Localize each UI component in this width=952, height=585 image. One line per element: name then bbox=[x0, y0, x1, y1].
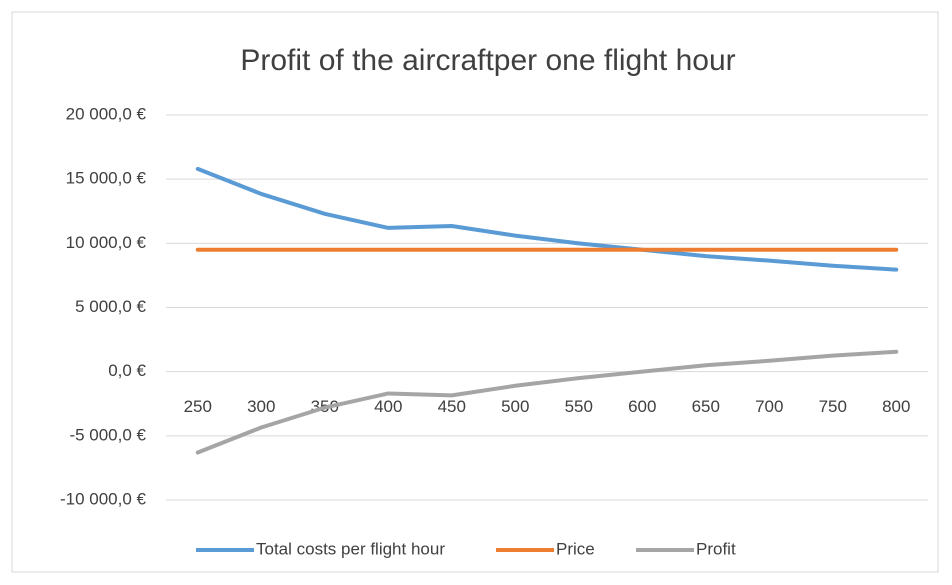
x-tick-label: 750 bbox=[819, 397, 847, 416]
x-tick-label: 300 bbox=[247, 397, 275, 416]
x-tick-label: 650 bbox=[692, 397, 720, 416]
x-tick-label: 550 bbox=[565, 397, 593, 416]
y-tick-label: 10 000,0 € bbox=[66, 233, 147, 252]
series-line bbox=[195, 349, 899, 455]
chart-title: Profit of the aircraftper one flight hou… bbox=[240, 44, 735, 77]
x-tick-label: 450 bbox=[438, 397, 466, 416]
y-tick-label: -10 000,0 € bbox=[60, 489, 147, 508]
x-tick-label: 800 bbox=[882, 397, 910, 416]
x-tick-label: 600 bbox=[628, 397, 656, 416]
y-tick-label: -5 000,0 € bbox=[69, 425, 146, 444]
x-tick-label: 400 bbox=[374, 397, 402, 416]
y-tick-label: 0,0 € bbox=[108, 361, 146, 380]
legend-label: Total costs per flight hour bbox=[256, 539, 445, 558]
x-tick-label: 700 bbox=[755, 397, 783, 416]
legend-label: Profit bbox=[696, 539, 736, 558]
x-tick-label: 250 bbox=[184, 397, 212, 416]
y-tick-label: 20 000,0 € bbox=[66, 104, 147, 123]
legend-label: Price bbox=[556, 539, 595, 558]
series-line bbox=[195, 166, 899, 272]
chart-frame bbox=[11, 11, 939, 573]
y-tick-label: 15 000,0 € bbox=[66, 169, 147, 188]
y-tick-label: 5 000,0 € bbox=[75, 297, 146, 316]
x-tick-label: 500 bbox=[501, 397, 529, 416]
